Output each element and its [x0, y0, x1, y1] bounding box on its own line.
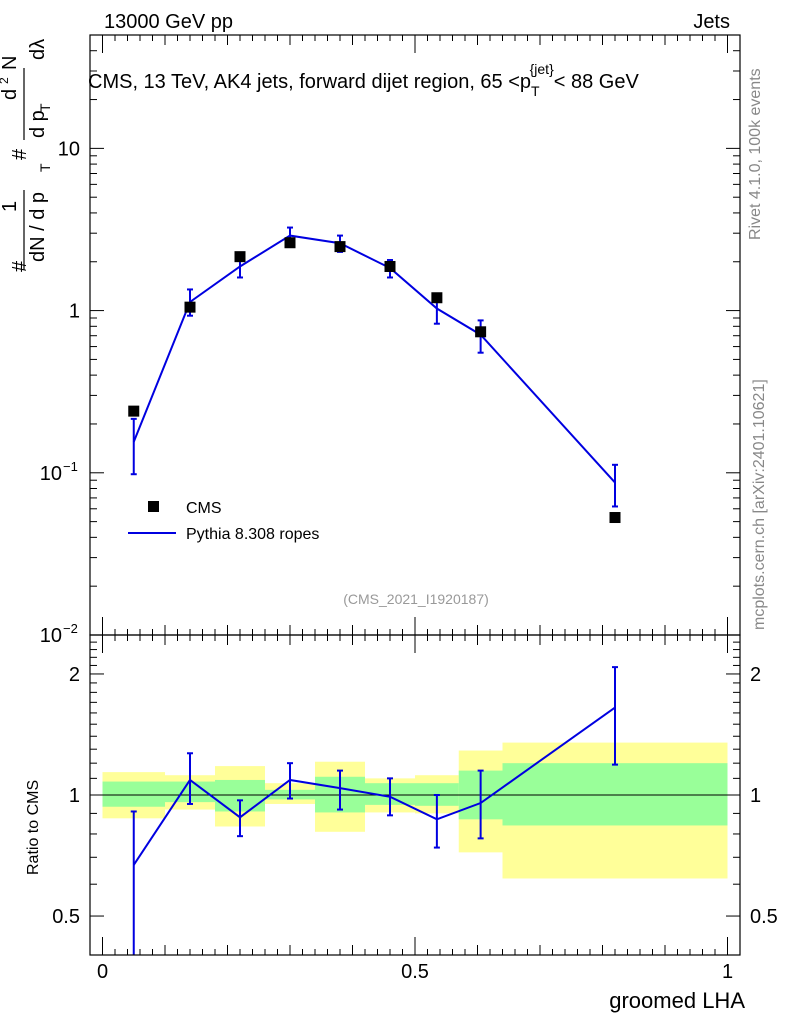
ratio-y-tick-label-right: 0.5 [750, 906, 778, 928]
ratio-y-axis-label: Ratio to CMS [25, 780, 42, 875]
legend-cms-label: CMS [186, 500, 222, 517]
mcplots-label: mcplots.cern.ch [arXiv:2401.10621] [751, 379, 768, 630]
legend-cms-marker [148, 501, 159, 512]
main-y-tick-exponent: −1 [63, 459, 78, 474]
svg-text:d p: d p [27, 110, 49, 138]
cms-data-point [475, 326, 487, 338]
main-y-tick-label: 10 [40, 463, 62, 485]
svg-text:2: 2 [0, 77, 11, 84]
svg-text:dN / d p: dN / d p [27, 192, 49, 262]
ratio-series-line [132, 706, 616, 866]
analysis-watermark: (CMS_2021_I1920187) [343, 591, 489, 607]
x-tick-label: 0.5 [401, 961, 429, 983]
cms-data-point [234, 251, 246, 263]
x-tick-label: 0 [97, 961, 108, 983]
rivet-version-label: Rivet 4.1.0, 100k events [747, 68, 764, 240]
svg-text:T: T [37, 103, 53, 112]
svg-text:N: N [0, 56, 21, 70]
svg-text:#: # [9, 148, 31, 160]
main-y-tick-label: 10 [40, 625, 62, 647]
svg-text:d: d [0, 89, 21, 100]
x-axis-label: groomed LHA [609, 988, 745, 1013]
ratio-band-inner [502, 763, 728, 826]
ratio-y-tick-label-right: 1 [750, 785, 761, 807]
header-energy-label: 13000 GeV pp [104, 11, 233, 33]
legend-pythia-label: Pythia 8.308 ropes [186, 526, 319, 543]
ratio-y-tick-label: 1 [69, 785, 80, 807]
ratio-y-tick-label: 0.5 [52, 906, 80, 928]
ratio-y-tick-label: 2 [69, 664, 80, 686]
cms-data-point [384, 260, 396, 272]
svg-text:T: T [37, 163, 53, 172]
cms-data-point [184, 301, 196, 313]
cms-data-point [609, 512, 621, 524]
main-y-tick-label: 10 [58, 138, 80, 160]
cms-data-point [334, 241, 346, 253]
legend: CMS Pythia 8.308 ropes [128, 500, 319, 543]
ratio-band-inner [102, 781, 165, 807]
plot-title: CMS, 13 TeV, AK4 jets, forward dijet reg… [88, 61, 639, 99]
ratio-y-tick-label-right: 2 [750, 664, 761, 686]
cms-data-point [128, 405, 140, 417]
svg-text:1: 1 [0, 201, 21, 212]
cms-data-point [284, 237, 296, 249]
svg-text:dλ: dλ [27, 39, 49, 60]
x-tick-label: 1 [722, 961, 733, 983]
main-plot-frame [89, 34, 741, 636]
main-y-axis-label: # 1 dN / d p T # d p T d 2 N dλ [0, 39, 53, 272]
main-y-tick-label: 1 [69, 301, 80, 323]
cms-data-point [431, 292, 443, 304]
main-y-tick-exponent: −2 [63, 621, 78, 636]
mc-series-line [132, 234, 616, 484]
header-jets-label: Jets [693, 11, 730, 33]
svg-text:#: # [9, 260, 31, 272]
